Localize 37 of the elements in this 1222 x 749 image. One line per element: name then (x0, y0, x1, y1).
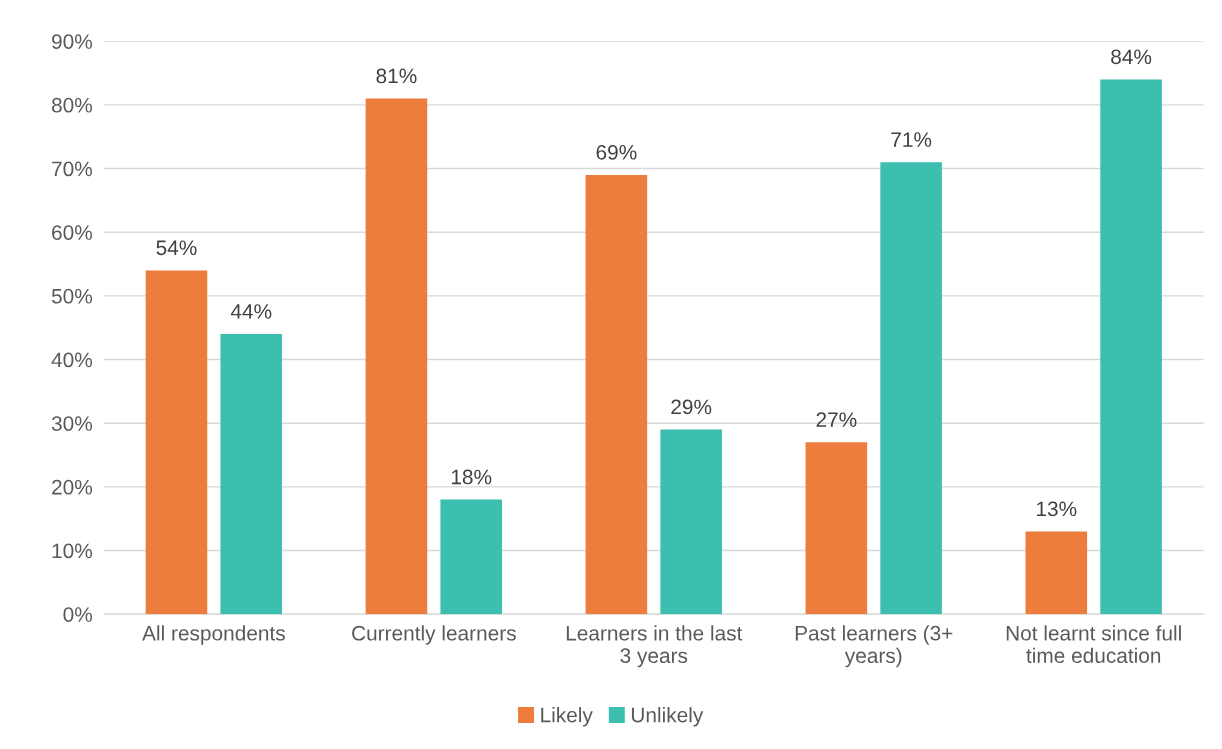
y-tick-label: 60% (52, 225, 93, 240)
x-tick-label: Currently learners (352, 625, 516, 645)
y-tick-label: 20% (52, 479, 93, 495)
data-label: 84% (1111, 49, 1152, 65)
x-tick-label: All respondents (142, 625, 285, 645)
bar (220, 334, 283, 615)
data-label: 44% (230, 304, 272, 319)
x-tick-label: Not learnt since full time education (1006, 625, 1181, 664)
x-tick-label: Past learners (3+ years) (795, 625, 953, 668)
bar (145, 270, 208, 615)
bar (1025, 531, 1088, 615)
legend-label: Unlikely (631, 707, 704, 727)
y-tick-label: 40% (51, 352, 93, 368)
y-tick-label: 30% (51, 416, 93, 431)
data-label: 13% (1037, 501, 1077, 517)
data-label: 29% (671, 399, 712, 415)
bar (365, 98, 428, 615)
bar (1100, 79, 1162, 615)
y-tick-label: 10% (52, 543, 93, 559)
data-label: 18% (451, 469, 492, 485)
y-tick-label: 90% (52, 34, 93, 49)
y-tick-label: 50% (51, 288, 93, 304)
y-tick-label: 70% (52, 161, 93, 177)
y-tick-label: 0% (63, 607, 93, 622)
legend-label: Likely (541, 707, 593, 727)
bar (660, 429, 722, 615)
bar (805, 442, 868, 615)
bar (440, 499, 502, 615)
x-tick-label: Learners in the last 3 years (566, 625, 743, 668)
data-label: 27% (816, 412, 857, 427)
data-label: 81% (376, 68, 417, 84)
bar (880, 162, 942, 615)
data-label: 54% (156, 240, 197, 256)
bar (585, 174, 648, 615)
data-label: 71% (891, 132, 932, 147)
y-tick-label: 80% (51, 97, 93, 113)
data-label: 69% (596, 144, 637, 160)
